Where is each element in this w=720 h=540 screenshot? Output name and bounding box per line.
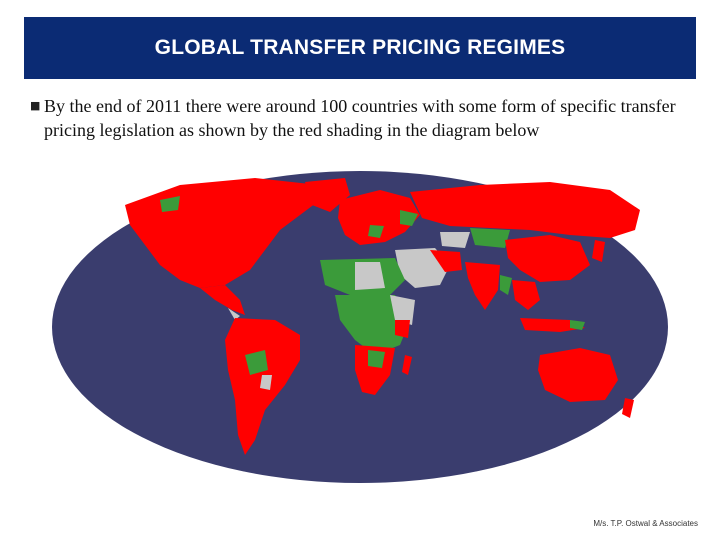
region-balkans-green: [368, 225, 384, 238]
region-canada-green: [160, 196, 180, 212]
title-bar: GLOBAL TRANSFER PRICING REGIMES: [24, 17, 696, 79]
region-east-africa-gray: [390, 295, 415, 325]
region-central-america-gray: [228, 308, 240, 320]
region-madagascar-red: [402, 355, 412, 375]
region-central-asia-green: [470, 228, 510, 248]
bullet-text: By the end of 2011 there were around 100…: [44, 96, 676, 140]
region-greenland: [305, 178, 350, 212]
world-map-graphic: [52, 171, 668, 483]
footer-credit: M/s. T.P. Ostwal & Associates: [593, 519, 698, 528]
region-sahara-gray: [355, 262, 385, 290]
world-map: [50, 170, 670, 485]
region-iran-red: [430, 250, 462, 272]
region-se-asia: [512, 280, 540, 310]
region-india: [465, 262, 500, 310]
region-new-zealand: [622, 398, 634, 418]
region-europe: [338, 190, 420, 245]
region-indonesia: [520, 318, 585, 332]
slide-title: GLOBAL TRANSFER PRICING REGIMES: [154, 36, 566, 59]
region-central-asia-gray: [440, 232, 470, 248]
region-bolivia-green: [245, 350, 268, 375]
region-europe-green: [400, 210, 418, 226]
region-paraguay-gray: [260, 375, 272, 390]
region-kenya-red: [395, 320, 410, 338]
bullet-square-icon: ■: [30, 99, 41, 112]
region-japan: [592, 240, 605, 262]
region-png-green: [570, 320, 585, 330]
region-southern-africa: [355, 345, 395, 395]
region-russia: [410, 182, 640, 238]
region-china: [505, 235, 590, 282]
region-central-africa-green: [335, 295, 410, 355]
bullet-point: ■ By the end of 2011 there were around 1…: [30, 94, 690, 142]
region-australia: [538, 348, 618, 402]
region-central-america: [200, 285, 245, 315]
region-myanmar-green: [500, 275, 512, 295]
region-southern-africa-green: [368, 350, 385, 368]
